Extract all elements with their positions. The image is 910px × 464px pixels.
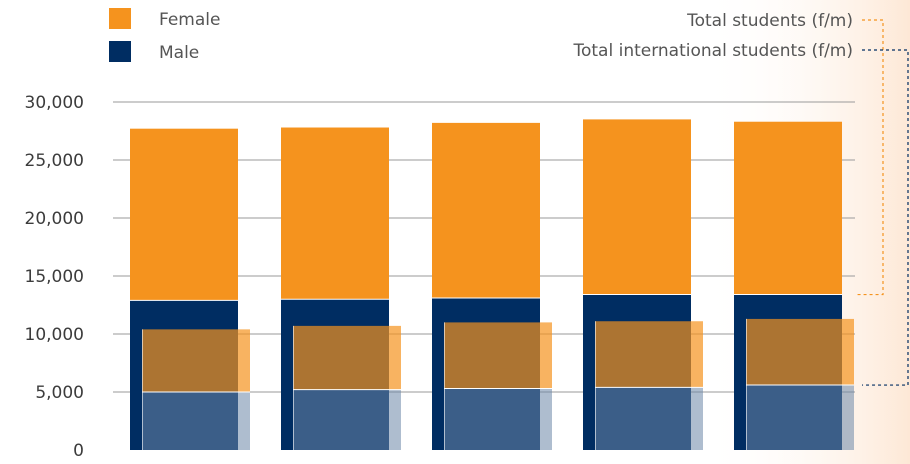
legend-brackets: [857, 19, 909, 386]
bar-female: [281, 127, 389, 300]
overlay-bars: [142, 318, 854, 450]
bar-female: [130, 128, 238, 301]
bar-female: [432, 122, 540, 299]
bracket-total-international: [862, 49, 909, 386]
legend-swatch: [109, 8, 131, 29]
line-legend-label: Total students (f/m): [686, 11, 853, 31]
y-tick-label: 25,000: [25, 151, 84, 171]
overlay-bar-female: [746, 318, 854, 386]
y-tick-label: 30,000: [25, 93, 84, 113]
y-tick-label: 10,000: [25, 325, 84, 345]
overlay-bar-female: [293, 325, 401, 390]
legend-label: Female: [159, 10, 220, 30]
legend-swatch: [109, 41, 131, 62]
bar-female: [583, 119, 691, 295]
overlay-bar-male: [746, 385, 854, 450]
bar-female: [734, 121, 842, 295]
line-legend: Total students (f/m) Total international …: [572, 11, 853, 61]
y-tick-label: 20,000: [25, 209, 84, 229]
y-axis: 0 5,000 10,000 15,000 20,000 25,000 30,000: [25, 93, 84, 461]
y-tick-label: 15,000: [25, 267, 84, 287]
bracket-total-students: [857, 19, 884, 296]
overlay-bar-male: [142, 392, 250, 450]
overlay-bar-female: [595, 321, 703, 388]
overlay-bar-male: [595, 387, 703, 450]
legend-label: Male: [159, 43, 199, 63]
overlay-bar-male: [444, 388, 552, 450]
y-tick-label: 0: [73, 441, 84, 461]
overlay-bar-female: [142, 329, 250, 392]
line-legend-label: Total international students (f/m): [572, 41, 853, 61]
overlay-bar-male: [293, 389, 401, 450]
legend: Female Male: [109, 8, 220, 63]
y-tick-label: 5,000: [35, 383, 84, 403]
overlay-bar-female: [444, 322, 552, 389]
